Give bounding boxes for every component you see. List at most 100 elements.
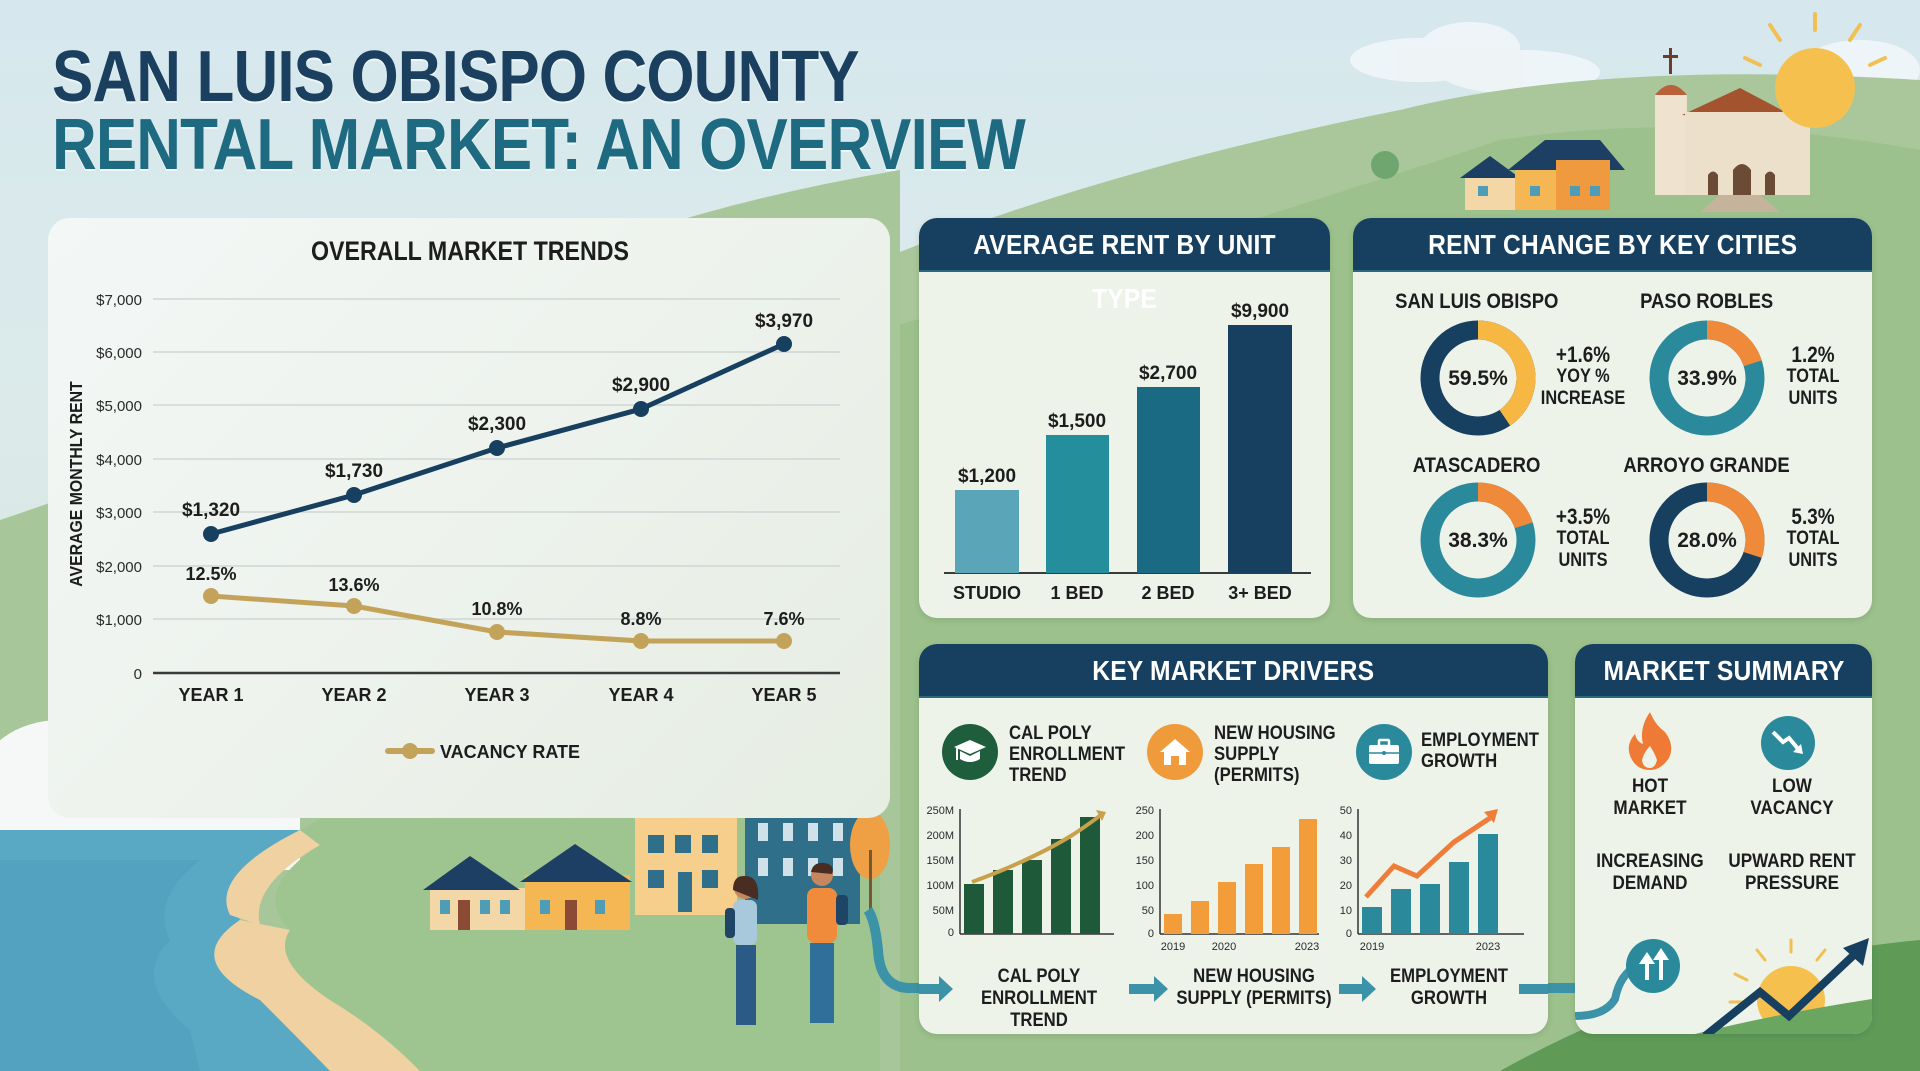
svg-text:0: 0 <box>1148 928 1154 940</box>
svg-text:$5,000: $5,000 <box>96 398 142 415</box>
svg-text:STUDIO: STUDIO <box>953 583 1021 603</box>
summary-illustration <box>1575 938 1872 1034</box>
rent-line <box>210 341 786 537</box>
bar-1-bed <box>1046 435 1109 573</box>
sun-top <box>1743 12 1887 128</box>
svg-text:2023: 2023 <box>1476 941 1500 953</box>
arrow-icon <box>919 976 953 1002</box>
summary-increasing-demand: INCREASING DEMAND <box>1596 851 1704 894</box>
svg-text:$2,000: $2,000 <box>96 559 142 576</box>
vacancy-labels: 12.5% 13.6% 10.8% 8.8% 7.6% <box>185 564 804 629</box>
city-stat-san-luis-obispo: +1.6% YOY % INCREASE <box>1540 342 1626 410</box>
city-stat-atascadero: +3.5% TOTAL UNITS <box>1555 504 1611 572</box>
flow-arrows <box>919 976 1548 1002</box>
svg-text:20: 20 <box>1340 880 1352 892</box>
students-illustration <box>725 862 848 1025</box>
city-stat-arroyo-grande: 5.3% TOTAL UNITS <box>1786 504 1840 572</box>
donut-atascadero: 38.3% <box>1420 482 1536 598</box>
arrow-icon <box>1339 976 1376 1002</box>
svg-text:$3,000: $3,000 <box>96 505 142 522</box>
y-axis-label: AVERAGE MONTHLY RENT <box>66 381 86 587</box>
donut-paso-robles: 33.9% <box>1649 320 1765 436</box>
svg-text:YEAR 2: YEAR 2 <box>321 685 386 705</box>
svg-text:8.8%: 8.8% <box>620 609 661 629</box>
bar-3-plus-bed <box>1228 325 1292 573</box>
svg-text:2020: 2020 <box>1212 941 1236 953</box>
summary-header: MARKET SUMMARY <box>1575 644 1872 698</box>
summary-upward-rent-pressure: UPWARD RENT PRESSURE <box>1728 851 1856 894</box>
donut-san-luis-obispo: 59.5% <box>1420 320 1536 436</box>
svg-text:3+ BED: 3+ BED <box>1228 583 1292 603</box>
driver-title-employment: EMPLOYMENT GROWTH <box>1421 730 1539 772</box>
svg-text:$1,500: $1,500 <box>1048 411 1106 432</box>
svg-text:100: 100 <box>1136 880 1154 892</box>
gridlines <box>153 298 840 620</box>
svg-text:12.5%: 12.5% <box>185 564 236 584</box>
svg-text:150M: 150M <box>926 855 954 867</box>
svg-text:$1,320: $1,320 <box>182 500 240 521</box>
driver-title-enrollment: CAL POLY ENROLLMENT TREND <box>1009 723 1126 786</box>
city-name-atascadero: ATASCADERO <box>1413 454 1541 477</box>
svg-text:$2,300: $2,300 <box>468 414 526 435</box>
unit-type-panel: AVERAGE RENT BY UNIT TYPE $1,200 $1,500 … <box>919 218 1330 618</box>
donut-arroyo-grande: 28.0% <box>1649 482 1765 598</box>
briefcase-icon <box>1356 724 1412 780</box>
svg-text:YEAR 1: YEAR 1 <box>178 685 243 705</box>
svg-text:YEAR 3: YEAR 3 <box>464 685 529 705</box>
svg-text:$1,730: $1,730 <box>325 461 383 482</box>
svg-text:2023: 2023 <box>1295 941 1319 953</box>
mini-chart-housing-supply: 250 200 150 100 50 0 2019 2020 2023 <box>1136 805 1320 953</box>
beach <box>226 830 320 925</box>
bar-2-bed <box>1137 387 1200 573</box>
drivers-header: KEY MARKET DRIVERS <box>919 644 1548 698</box>
vacancy-points <box>203 588 792 649</box>
svg-text:33.9%: 33.9% <box>1677 367 1737 390</box>
trend-down-icon <box>1761 716 1815 770</box>
driver-title-housing-supply: NEW HOUSING SUPPLY (PERMITS) <box>1214 723 1336 786</box>
trends-title: OVERALL MARKET TRENDS <box>311 236 629 266</box>
svg-text:$9,900: $9,900 <box>1231 301 1289 322</box>
svg-text:100M: 100M <box>926 880 954 892</box>
overall-market-trends-card <box>48 218 890 818</box>
flame-icon <box>1628 712 1672 770</box>
svg-text:YEAR 4: YEAR 4 <box>608 685 673 705</box>
page-title-line2: RENTAL MARKET: AN OVERVIEW <box>52 105 1026 185</box>
svg-text:$6,000: $6,000 <box>96 345 142 362</box>
y-tick-labels: $7,000 $6,000 $5,000 $4,000 $3,000 $2,00… <box>96 292 142 683</box>
summary-low-vacancy: LOW VACANCY <box>1750 776 1834 819</box>
cities-panel: RENT CHANGE BY KEY CITIES SAN LUIS OBISP… <box>1353 218 1872 618</box>
bar-studio <box>955 490 1019 573</box>
svg-text:0: 0 <box>1346 928 1352 940</box>
city-name-san-luis-obispo: SAN LUIS OBISPO <box>1395 290 1559 313</box>
flow-label-housing-supply: NEW HOUSING SUPPLY (PERMITS) <box>1176 966 1332 1009</box>
summary-panel: MARKET SUMMARY HOT MARKET LOW VACANCY IN… <box>1575 644 1872 1034</box>
svg-text:1 BED: 1 BED <box>1050 583 1103 603</box>
svg-text:0: 0 <box>948 927 954 939</box>
flow-pipe <box>863 907 940 993</box>
svg-text:50: 50 <box>1340 805 1352 817</box>
svg-text:2019: 2019 <box>1360 941 1384 953</box>
flow-label-employment: EMPLOYMENT GROWTH <box>1390 966 1508 1009</box>
bar-category-labels: STUDIO 1 BED 2 BED 3+ BED <box>953 583 1292 603</box>
flow-label-enrollment: CAL POLY ENROLLMENT TREND <box>980 966 1098 1031</box>
legend-vacancy-rate: VACANCY RATE <box>385 742 580 762</box>
page-title-line1: SAN LUIS OBISPO COUNTY <box>52 37 860 117</box>
rent-points <box>203 336 792 542</box>
svg-text:$7,000: $7,000 <box>96 292 142 309</box>
city-name-arroyo-grande: ARROYO GRANDE <box>1623 454 1791 477</box>
svg-text:10: 10 <box>1340 905 1352 917</box>
x-tick-labels: YEAR 1 YEAR 2 YEAR 3 YEAR 4 YEAR 5 <box>178 685 816 705</box>
drivers-panel: KEY MARKET DRIVERS CAL POLY ENROLLMENT T… <box>919 644 1548 1034</box>
svg-text:50: 50 <box>1142 905 1154 917</box>
svg-text:$3,970: $3,970 <box>755 311 813 332</box>
rising-arrow-icon <box>1702 938 1869 1034</box>
svg-text:$4,000: $4,000 <box>96 452 142 469</box>
overall-market-trends-chart: OVERALL MARKET TRENDS AVERAGE MONTHLY RE… <box>66 236 840 762</box>
svg-text:30: 30 <box>1340 855 1352 867</box>
city-stat-paso-robles: 1.2% TOTAL UNITS <box>1786 342 1840 410</box>
svg-text:2 BED: 2 BED <box>1141 583 1194 603</box>
svg-text:59.5%: 59.5% <box>1448 367 1508 390</box>
svg-text:28.0%: 28.0% <box>1677 529 1737 552</box>
unit-type-bar-chart: $1,200 $1,500 $2,700 $9,900 STUDIO 1 BED… <box>944 301 1311 603</box>
graduation-cap-icon <box>942 724 998 780</box>
